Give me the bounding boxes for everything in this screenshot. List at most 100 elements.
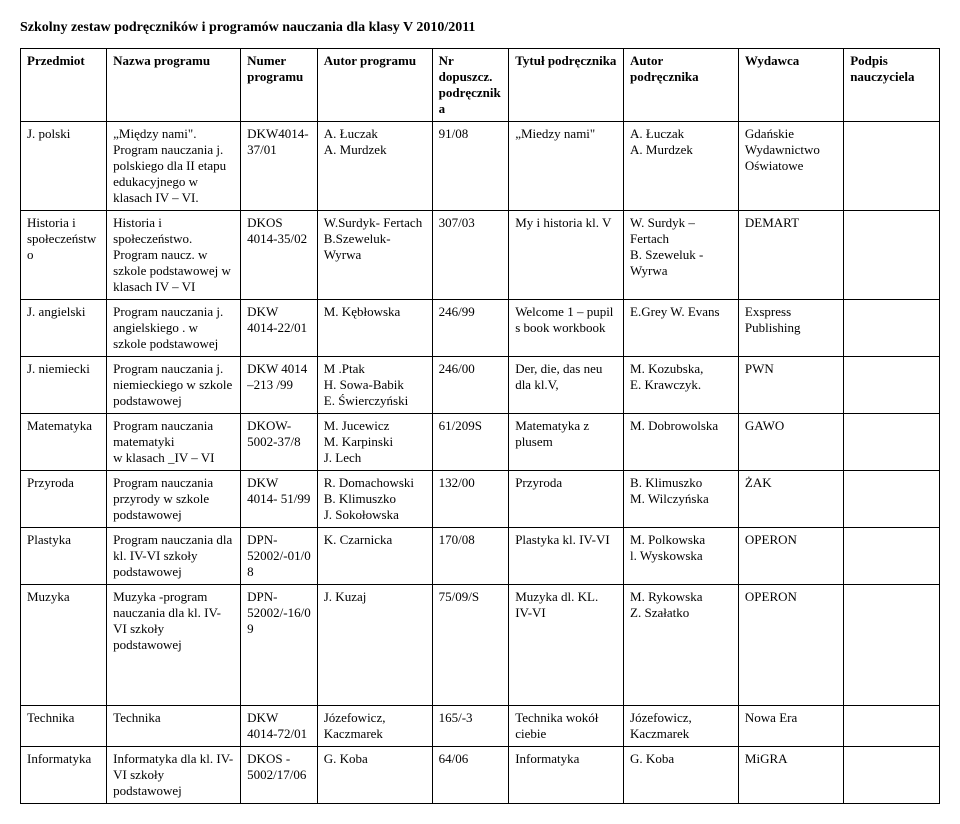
cell-numer: DKOS - 5002/17/06 (241, 747, 318, 804)
cell-nazwa: Informatyka dla kl. IV- VI szkoły podsta… (107, 747, 241, 804)
cell-wydawca: GAWO (738, 414, 843, 471)
cell-podpis (844, 211, 940, 300)
cell-podpis (844, 585, 940, 658)
cell-przedmiot: Technika (21, 706, 107, 747)
cell-podpis (844, 414, 940, 471)
col-nazwa: Nazwa programu (107, 49, 241, 122)
cell-nrdop: 170/08 (432, 528, 509, 585)
cell-nrdop: 132/00 (432, 471, 509, 528)
cell-nrdop: 64/06 (432, 747, 509, 804)
cell-autor_pod: M. Dobrowolska (624, 414, 739, 471)
page-title: Szkolny zestaw podręczników i programów … (20, 20, 940, 36)
cell-przedmiot: Przyroda (21, 471, 107, 528)
cell-nrdop: 246/00 (432, 357, 509, 414)
cell-wydawca: Nowa Era (738, 706, 843, 747)
cell-podpis (844, 471, 940, 528)
cell-przedmiot: Matematyka (21, 414, 107, 471)
cell-przedmiot: Plastyka (21, 528, 107, 585)
col-autor-pod: Autor podręcznika (624, 49, 739, 122)
cell-numer: DPN-52002/-01/08 (241, 528, 318, 585)
cell-autor_prog: Józefowicz, Kaczmarek (317, 706, 432, 747)
cell-wydawca: ŻAK (738, 471, 843, 528)
cell-wydawca: Exspress Publishing (738, 300, 843, 357)
col-tytul: Tytuł podręcznika (509, 49, 624, 122)
cell-autor_prog: A. ŁuczakA. Murdzek (317, 122, 432, 211)
cell-nazwa: Program nauczania j. angielskiego . w sz… (107, 300, 241, 357)
cell-autor_prog: K. Czarnicka (317, 528, 432, 585)
cell-nrdop: 75/09/S (432, 585, 509, 658)
cell-autor_pod: W. Surdyk – FertachB. Szeweluk - Wyrwa (624, 211, 739, 300)
table-row: MuzykaMuzyka -program nauczania dla kl. … (21, 585, 940, 658)
cell-autor_pod: M. RykowskaZ. Szałatko (624, 585, 739, 658)
cell-nrdop: 246/99 (432, 300, 509, 357)
table-row: J. niemieckiProgram nauczania j. niemiec… (21, 357, 940, 414)
cell-autor_pod: Józefowicz, Kaczmarek (624, 706, 739, 747)
cell-numer: DKW 4014-22/01 (241, 300, 318, 357)
cell-nrdop: 91/08 (432, 122, 509, 211)
cell-wydawca: DEMART (738, 211, 843, 300)
cell-autor_pod: M. Kozubska,E. Krawczyk. (624, 357, 739, 414)
cell-autor_prog: W.Surdyk- FertachB.Szeweluk-Wyrwa (317, 211, 432, 300)
table-row: J. polski„Między nami". Program nauczani… (21, 122, 940, 211)
cell-autor_prog: J. Kuzaj (317, 585, 432, 658)
cell-przedmiot: Historia i społeczeństwo (21, 211, 107, 300)
cell-wydawca: Gdańskie Wydawnictwo Oświatowe (738, 122, 843, 211)
cell-przedmiot: Informatyka (21, 747, 107, 804)
cell-tytul: Plastyka kl. IV-VI (509, 528, 624, 585)
cell-podpis (844, 300, 940, 357)
cell-nazwa: Muzyka -program nauczania dla kl. IV-VI … (107, 585, 241, 658)
cell-nazwa: Program nauczania matematykiw klasach _I… (107, 414, 241, 471)
cell-podpis (844, 357, 940, 414)
col-autor-prog: Autor programu (317, 49, 432, 122)
cell-autor_pod: M. Polkowskal. Wyskowska (624, 528, 739, 585)
cell-podpis (844, 122, 940, 211)
cell-numer: DPN-52002/-16/09 (241, 585, 318, 658)
table-row: InformatykaInformatyka dla kl. IV- VI sz… (21, 747, 940, 804)
cell-nazwa: Technika (107, 706, 241, 747)
col-podpis: Podpis nauczyciela (844, 49, 940, 122)
cell-wydawca: OPERON (738, 528, 843, 585)
cell-nazwa: Program nauczania dla kl. IV-VI szkoły p… (107, 528, 241, 585)
cell-tytul: Przyroda (509, 471, 624, 528)
cell-przedmiot: Muzyka (21, 585, 107, 658)
cell-numer: DKW 4014- 51/99 (241, 471, 318, 528)
cell-podpis (844, 747, 940, 804)
cell-nazwa: Historia i społeczeństwo. Program naucz.… (107, 211, 241, 300)
cell-autor_pod: A. ŁuczakA. Murdzek (624, 122, 739, 211)
cell-numer: DKW 4014-72/01 (241, 706, 318, 747)
cell-autor_prog: M. JucewiczM. KarpinskiJ. Lech (317, 414, 432, 471)
cell-numer: DKOW-5002-37/8 (241, 414, 318, 471)
table-row: PrzyrodaProgram nauczania przyrody w szk… (21, 471, 940, 528)
col-numer: Numer programu (241, 49, 318, 122)
cell-wydawca: PWN (738, 357, 843, 414)
cell-podpis (844, 706, 940, 747)
cell-wydawca: MiGRA (738, 747, 843, 804)
cell-autor_prog: R. DomachowskiB. KlimuszkoJ. Sokołowska (317, 471, 432, 528)
cell-tytul: My i historia kl. V (509, 211, 624, 300)
table-row: TechnikaTechnikaDKW 4014-72/01Józefowicz… (21, 706, 940, 747)
textbook-table: Przedmiot Nazwa programu Numer programu … (20, 48, 940, 804)
cell-wydawca: OPERON (738, 585, 843, 658)
cell-przedmiot: J. angielski (21, 300, 107, 357)
cell-tytul: Matematyka z plusem (509, 414, 624, 471)
cell-autor_pod: E.Grey W. Evans (624, 300, 739, 357)
cell-numer: DKW 4014 –213 /99 (241, 357, 318, 414)
cell-autor_prog: M. Kębłowska (317, 300, 432, 357)
cell-tytul: Muzyka dl. KL. IV-VI (509, 585, 624, 658)
table-row: Historia i społeczeństwoHistoria i społe… (21, 211, 940, 300)
cell-tytul: Der, die, das neu dla kl.V, (509, 357, 624, 414)
cell-autor_pod: G. Koba (624, 747, 739, 804)
cell-numer: DKOS 4014-35/02 (241, 211, 318, 300)
cell-nrdop: 61/209S (432, 414, 509, 471)
table-row: J. angielskiProgram nauczania j. angiels… (21, 300, 940, 357)
cell-nazwa: Program nauczania przyrody w szkole pods… (107, 471, 241, 528)
cell-autor_prog: G. Koba (317, 747, 432, 804)
cell-tytul: „Miedzy nami" (509, 122, 624, 211)
cell-tytul: Informatyka (509, 747, 624, 804)
table-row: PlastykaProgram nauczania dla kl. IV-VI … (21, 528, 940, 585)
cell-nrdop: 307/03 (432, 211, 509, 300)
table-row: MatematykaProgram nauczania matematykiw … (21, 414, 940, 471)
cell-tytul: Welcome 1 – pupil s book workbook (509, 300, 624, 357)
cell-nazwa: Program nauczania j. niemieckiego w szko… (107, 357, 241, 414)
cell-nrdop: 165/-3 (432, 706, 509, 747)
